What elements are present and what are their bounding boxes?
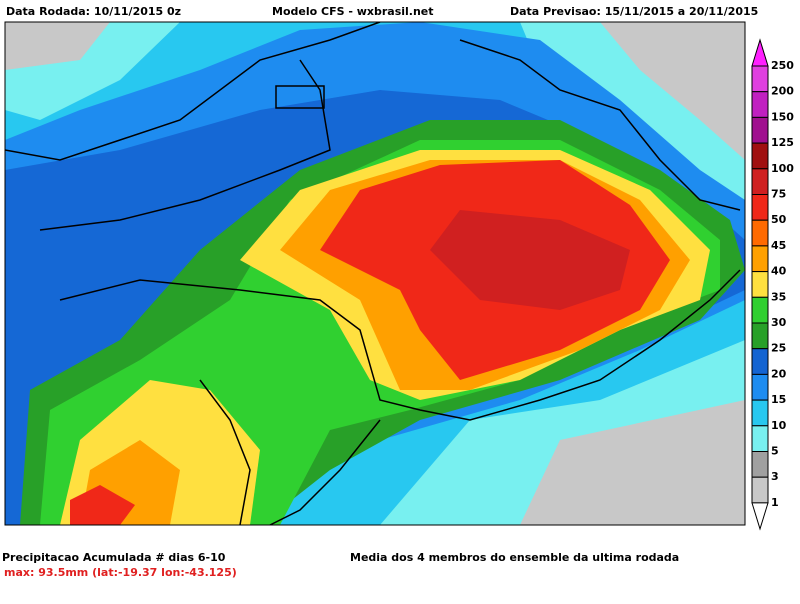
- colorbar-box: [751, 451, 769, 478]
- colorbar-box: [751, 142, 769, 170]
- model-name: Modelo CFS - wxbrasil.net: [272, 5, 434, 18]
- colorbar-label: 40: [771, 265, 787, 278]
- colorbar-box: [751, 425, 769, 452]
- colorbar-label: 3: [771, 470, 779, 483]
- colorbar-box: [751, 245, 769, 273]
- colorbar-label: 5: [771, 445, 779, 458]
- colorbar-label: 200: [771, 85, 794, 98]
- borders: [5, 22, 741, 525]
- colorbar-label: 150: [771, 110, 794, 123]
- colorbar-box: [751, 399, 769, 427]
- colorbar-box: [751, 348, 769, 375]
- colorbar-bottom: [751, 502, 769, 531]
- colorbar-label: 45: [771, 239, 786, 252]
- colorbar-label: 100: [771, 162, 794, 175]
- variable-label: Precipitacao Acumulada # dias 6-10: [2, 551, 226, 564]
- colorbar-label: 1: [771, 496, 779, 509]
- colorbar-top: [751, 38, 769, 67]
- colorbar-box: [751, 296, 769, 324]
- precip-field: [5, 22, 745, 525]
- colorbar-box: [751, 373, 769, 401]
- colorbar-label: 50: [771, 213, 787, 226]
- colorbar-box: [751, 194, 769, 221]
- forecast-date: Data Previsao: 15/11/2015 a 20/11/2015: [510, 5, 758, 18]
- colorbar-box: [751, 168, 769, 196]
- colorbar-box: [751, 322, 769, 350]
- colorbar-label: 35: [771, 290, 786, 303]
- max-label: max: 93.5mm (lat:-19.37 lon:-43.125): [4, 566, 237, 579]
- colorbar-box: [751, 65, 769, 93]
- colorbar-box: [751, 271, 769, 298]
- colorbar-box: [751, 91, 769, 118]
- run-date: Data Rodada: 10/11/2015 0z: [6, 5, 181, 18]
- colorbar-box: [751, 219, 769, 247]
- map-frame: [4, 21, 746, 526]
- colorbar-label: 250: [771, 59, 794, 72]
- colorbar-label: 75: [771, 188, 786, 201]
- colorbar-label: 10: [771, 419, 787, 432]
- colorbar-label: 30: [771, 316, 787, 329]
- colorbar-label: 15: [771, 393, 786, 406]
- colorbar-box: [751, 116, 769, 144]
- colorbar-label: 125: [771, 136, 794, 149]
- ensemble-note: Media dos 4 membros do ensemble da ultim…: [350, 551, 679, 564]
- colorbar-box: [751, 476, 769, 504]
- colorbar-label: 20: [771, 367, 787, 380]
- colorbar-label: 25: [771, 342, 786, 355]
